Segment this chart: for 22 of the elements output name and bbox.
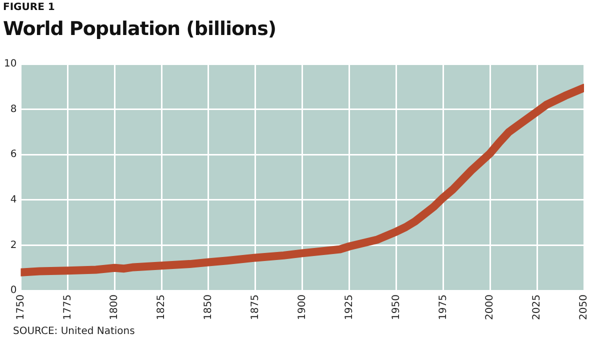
x-tick-label: 1750: [15, 294, 26, 320]
x-tick-label: 1975: [438, 294, 449, 320]
y-tick-label: 0: [10, 285, 17, 296]
y-tick-label: 6: [10, 149, 17, 160]
x-tick-label: 1825: [156, 294, 168, 320]
x-tick-label: 1875: [250, 294, 262, 320]
x-tick-label: 2050: [578, 294, 590, 320]
x-tick-label: 1950: [390, 294, 402, 320]
y-tick-label: 10: [4, 58, 17, 70]
x-tick-label: 2025: [532, 294, 543, 320]
y-tick-label: 4: [10, 194, 17, 206]
y-tick-label: 8: [10, 104, 17, 115]
x-tick-label: 2000: [484, 294, 496, 320]
x-tick-label: 1900: [296, 294, 308, 320]
x-tick-label: 1800: [109, 294, 120, 320]
source-note: SOURCE: United Nations: [13, 326, 135, 337]
x-tick-label: 1925: [344, 294, 355, 320]
x-tick-label: 1775: [62, 294, 74, 320]
caption: FIGURE 1: [3, 2, 55, 13]
x-tick-label: 1850: [203, 294, 214, 320]
y-tick-label: 2: [10, 240, 17, 251]
chart-title: World Population (billions): [3, 18, 276, 40]
